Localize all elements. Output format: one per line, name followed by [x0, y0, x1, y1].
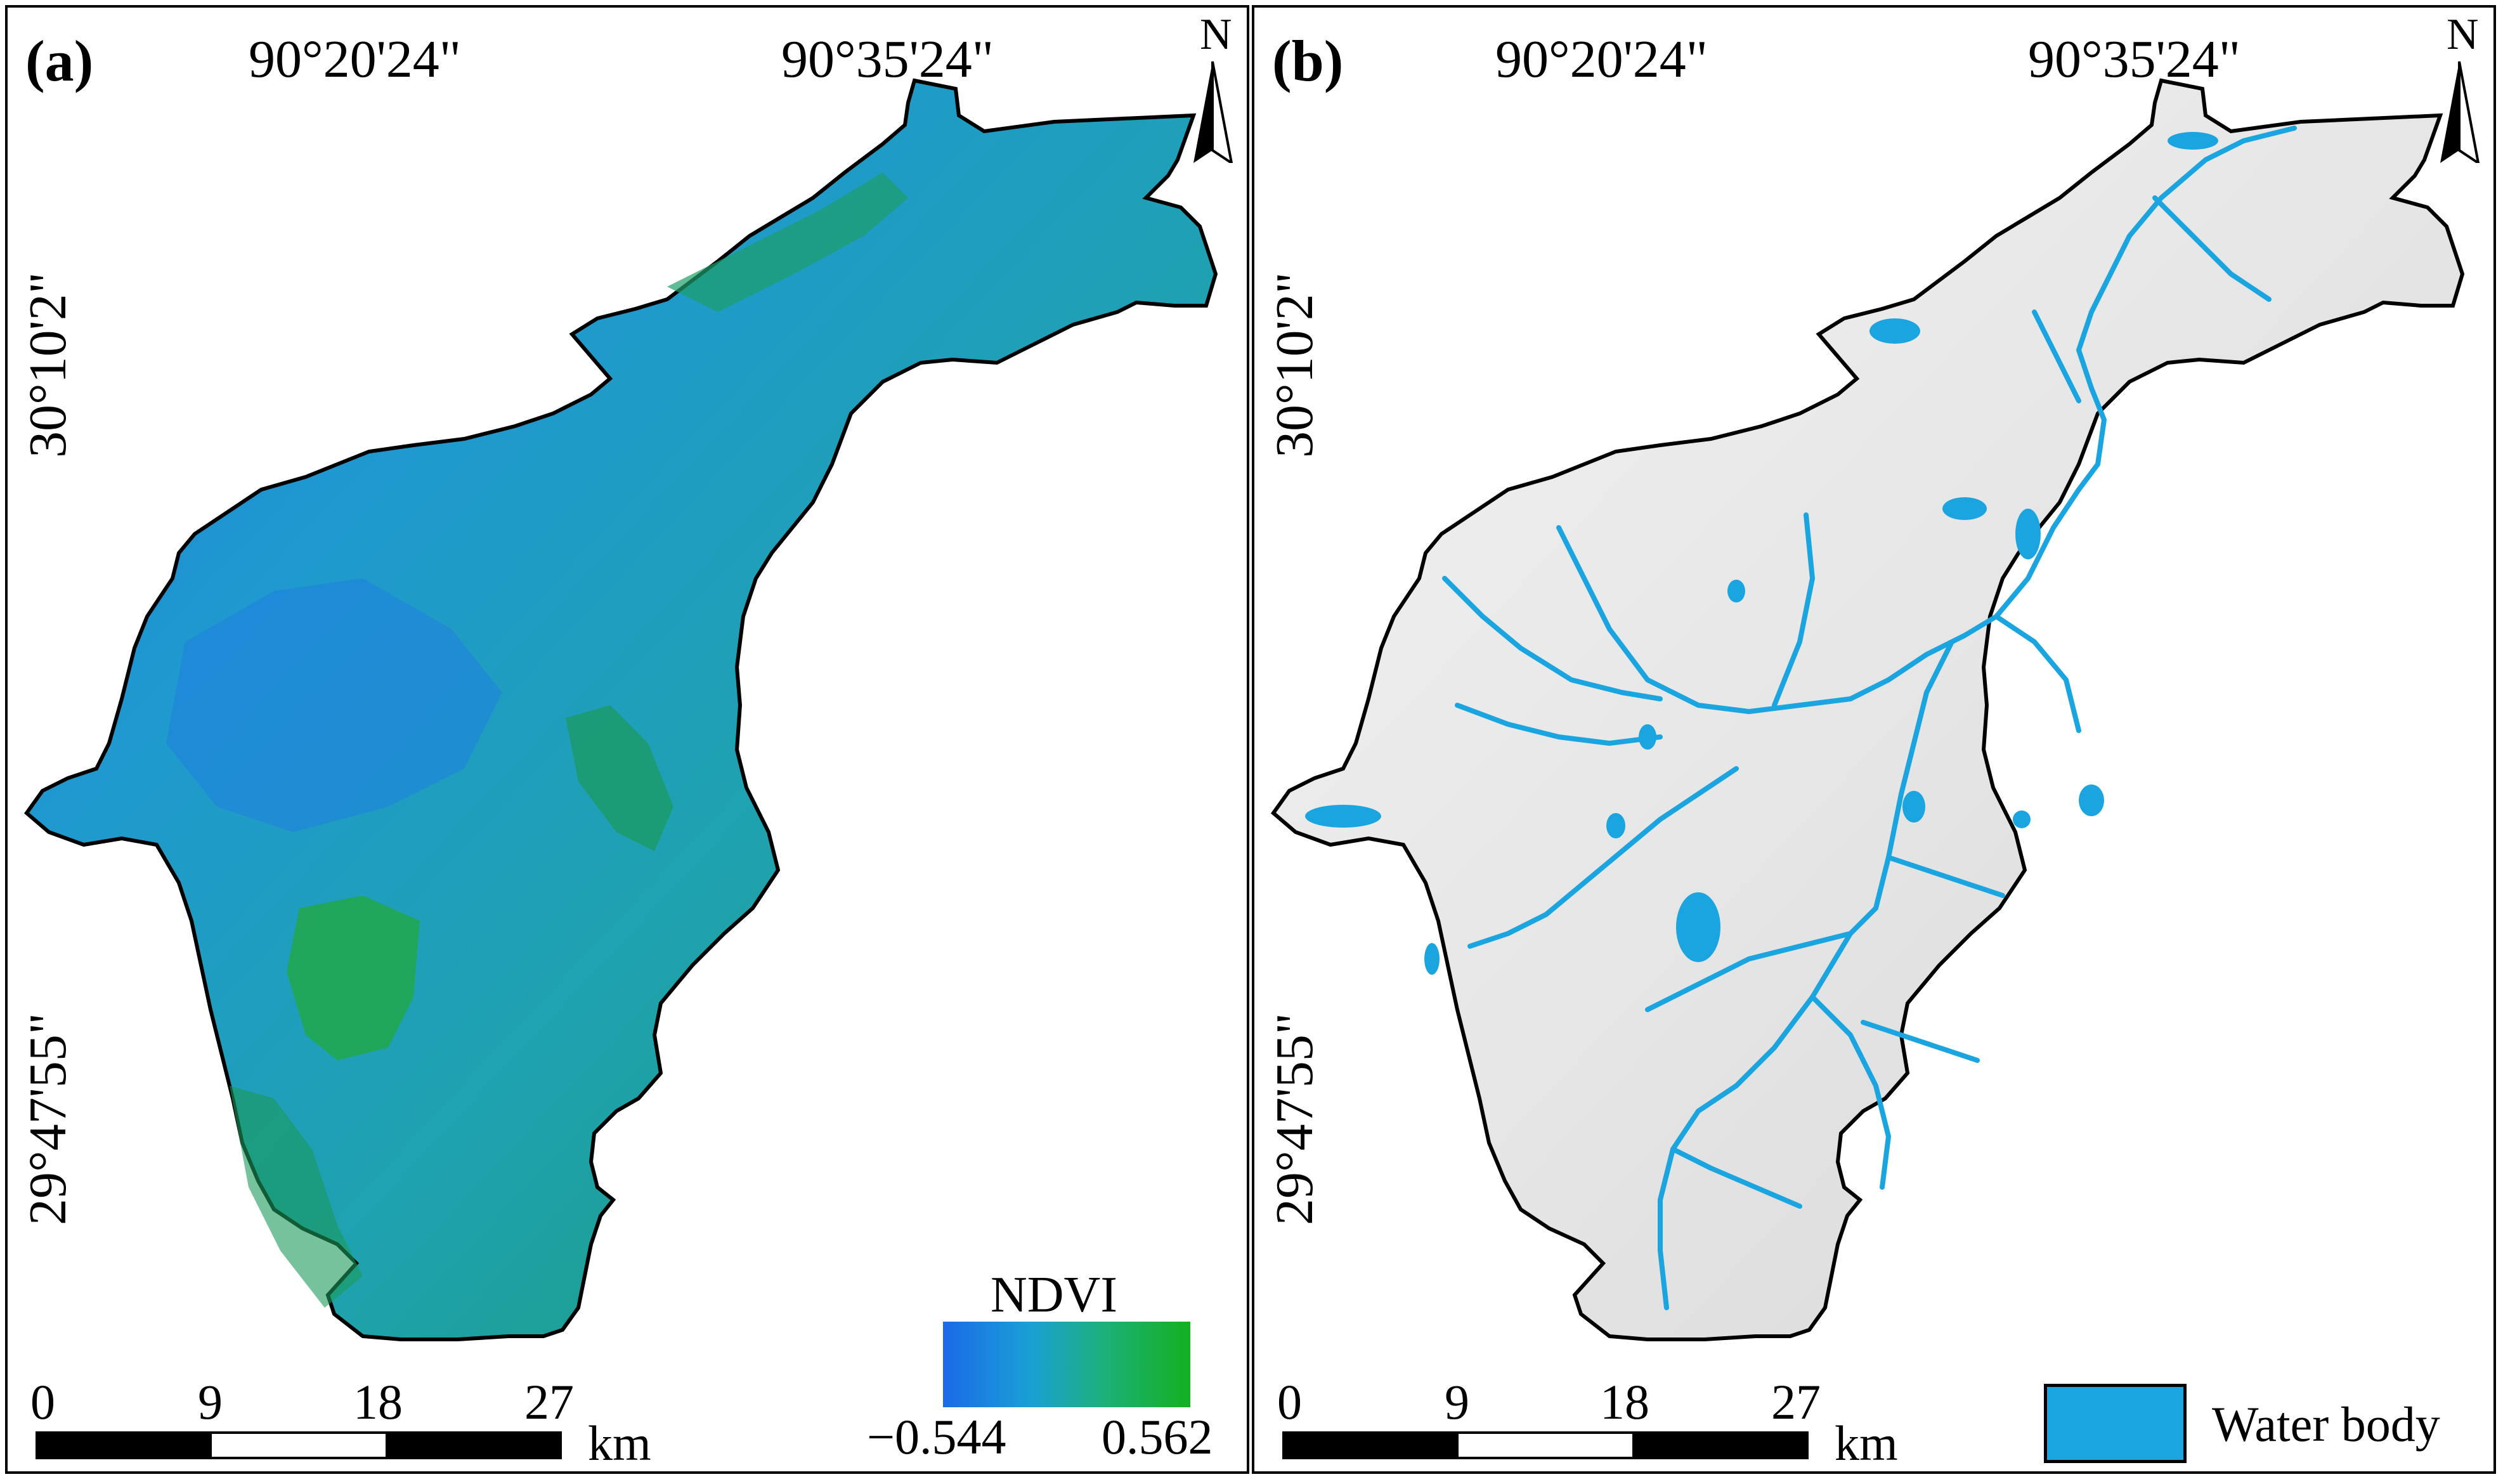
water-patch — [1869, 318, 1920, 344]
ndvi-green-patch — [566, 705, 673, 851]
scale-tick-label: 0 — [30, 1374, 55, 1429]
legend-title: NDVI — [991, 1267, 1117, 1323]
north-arrow-icon — [2440, 61, 2480, 163]
scale-tick-label: 27 — [524, 1374, 574, 1429]
water-map-canvas — [1270, 78, 2465, 1341]
water-body-legend-swatch — [2044, 1384, 2187, 1463]
scale-tick-label: 9 — [1445, 1374, 1469, 1429]
water-patch — [1727, 580, 1745, 602]
water-patch — [2079, 784, 2104, 816]
north-arrow-icon — [1193, 61, 1233, 163]
scale-unit: km — [588, 1416, 651, 1471]
river-line — [1658, 931, 1853, 1310]
water-patch — [1639, 724, 1656, 750]
latitude-label: 29°47'55" — [1265, 1012, 1324, 1225]
longitude-label: 90°20'24" — [249, 30, 462, 89]
river-line — [2152, 195, 2272, 302]
river-line — [1467, 766, 1739, 949]
water-patch — [1902, 791, 1925, 823]
north-label: N — [2447, 10, 2479, 59]
river-line — [1886, 855, 2005, 898]
panel-water-map: (b) 90°20'24" 90°35'24" 30°10'2" 29°47'5… — [1252, 5, 2496, 1474]
water-body-legend-label: Water body — [2212, 1396, 2440, 1452]
ndvi-green-patch — [287, 895, 420, 1060]
rivers — [1442, 126, 2297, 1310]
water-patch — [2015, 509, 2041, 559]
river-line — [1455, 703, 1663, 746]
scale-bar — [1282, 1431, 1809, 1459]
river-line — [2032, 309, 2081, 403]
panel-label: (b) — [1272, 29, 1344, 93]
latitude-label: 30°10'2" — [1265, 271, 1324, 458]
water-patches — [1305, 132, 2218, 975]
north-label: N — [1200, 10, 1232, 59]
longitude-label: 90°35'24" — [781, 30, 994, 89]
river-line — [1556, 525, 2056, 714]
panel-ndvi-map: (a) 90°20'24" 90°35'24" 30°10'2" 29°47'5… — [5, 5, 1249, 1474]
river-line — [1442, 576, 1663, 701]
water-patch — [2168, 132, 2218, 150]
ndvi-green-patch — [230, 1086, 363, 1308]
river-line — [1810, 994, 1891, 1190]
river-line — [1861, 1020, 1980, 1063]
longitude-label: 90°35'24" — [2028, 30, 2241, 89]
scale-unit: km — [1835, 1416, 1898, 1471]
river-line — [2051, 126, 2297, 530]
water-patch — [1424, 943, 1440, 975]
longitude-label: 90°20'24" — [1495, 30, 1708, 89]
water-patch — [1676, 892, 1720, 962]
water-patch — [1305, 805, 1381, 828]
ndvi-map-canvas — [23, 78, 1218, 1341]
panel-label: (a) — [25, 29, 94, 93]
water-patch — [1606, 813, 1625, 838]
latitude-label: 30°10'2" — [18, 271, 77, 458]
scale-tick-label: 18 — [1600, 1374, 1649, 1429]
ndvi-color-ramp — [943, 1322, 1190, 1407]
water-patch — [2013, 810, 2031, 828]
ndvi-green-patch — [667, 172, 908, 312]
scale-tick-label: 18 — [353, 1374, 403, 1429]
latitude-label: 29°47'55" — [18, 1012, 77, 1225]
scale-bar — [36, 1431, 562, 1459]
river-line — [1772, 512, 1815, 708]
river-line — [1645, 639, 1954, 1012]
legend-min: −0.544 — [867, 1409, 1006, 1464]
ndvi-blue-zone — [166, 578, 502, 832]
scale-tick-label: 0 — [1277, 1374, 1302, 1429]
study-area-hillshade — [1270, 78, 2465, 1341]
water-patch — [1942, 497, 1987, 520]
scale-tick-label: 27 — [1771, 1374, 1821, 1429]
legend-max: 0.562 — [1102, 1409, 1213, 1464]
river-line — [1670, 1147, 1802, 1209]
river-line — [1994, 614, 2081, 733]
scale-tick-label: 9 — [198, 1374, 223, 1429]
